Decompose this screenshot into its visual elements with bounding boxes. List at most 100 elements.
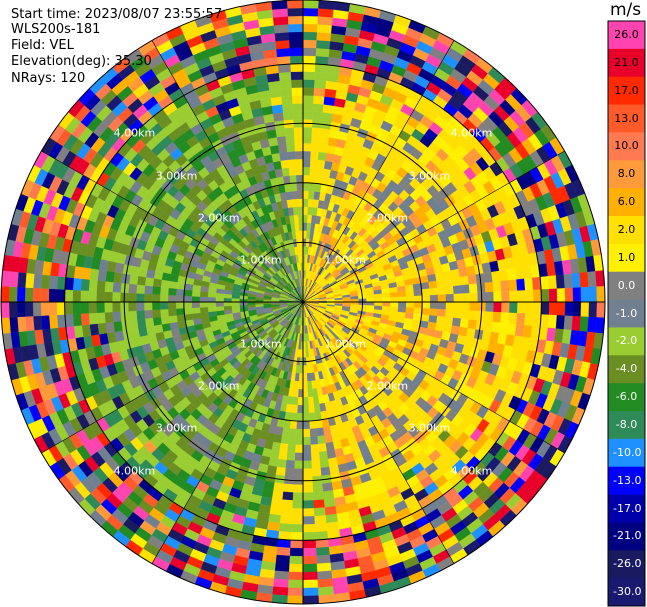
gate bbox=[302, 7, 319, 17]
gate bbox=[284, 467, 295, 477]
gate bbox=[413, 295, 423, 303]
gate bbox=[112, 291, 121, 303]
gate bbox=[271, 104, 284, 114]
gate bbox=[429, 287, 439, 296]
colorbar-bin bbox=[608, 299, 645, 328]
gate bbox=[318, 450, 329, 461]
gate bbox=[284, 183, 292, 193]
gate bbox=[500, 280, 510, 292]
field-text: Field: VEL bbox=[11, 38, 74, 53]
gate bbox=[302, 222, 308, 231]
gate bbox=[421, 308, 431, 316]
gate bbox=[302, 142, 312, 152]
gate bbox=[291, 79, 304, 88]
gate bbox=[314, 523, 328, 533]
gate bbox=[299, 365, 304, 374]
gate bbox=[302, 31, 318, 41]
gate bbox=[313, 403, 321, 413]
colorbar-bin bbox=[608, 550, 645, 579]
gate bbox=[317, 16, 334, 26]
gate bbox=[313, 507, 326, 517]
gate bbox=[501, 301, 510, 313]
gate bbox=[290, 71, 304, 80]
gate bbox=[276, 458, 287, 469]
gate bbox=[420, 281, 430, 290]
gate bbox=[302, 190, 309, 199]
gate bbox=[366, 301, 375, 306]
gate bbox=[269, 88, 282, 99]
gate bbox=[175, 301, 185, 309]
gate bbox=[314, 411, 322, 421]
gate bbox=[484, 281, 494, 293]
gate bbox=[311, 127, 322, 137]
colorbar-tick-label: -1.0 bbox=[615, 306, 638, 320]
gate bbox=[128, 274, 139, 285]
gate bbox=[314, 71, 328, 81]
gate bbox=[461, 293, 471, 303]
gate bbox=[274, 31, 290, 42]
colorbar-tick-label: 21.0 bbox=[614, 55, 639, 69]
gate bbox=[293, 214, 299, 224]
gate bbox=[445, 293, 455, 303]
gate bbox=[316, 39, 331, 50]
gate bbox=[0, 301, 10, 318]
gate bbox=[284, 127, 295, 137]
gate bbox=[302, 397, 309, 406]
gate bbox=[105, 321, 115, 334]
gate bbox=[291, 404, 298, 414]
gate bbox=[516, 278, 526, 291]
gate bbox=[24, 287, 34, 303]
gate bbox=[64, 301, 73, 315]
gate bbox=[437, 308, 447, 318]
gate bbox=[231, 298, 240, 303]
gate bbox=[311, 459, 321, 469]
gate bbox=[302, 452, 312, 462]
gate bbox=[308, 412, 316, 422]
gate bbox=[289, 55, 304, 65]
gate bbox=[325, 441, 335, 452]
colorbar-bin bbox=[608, 355, 645, 384]
gate bbox=[223, 305, 233, 311]
gate bbox=[104, 311, 114, 323]
gate bbox=[294, 444, 304, 454]
gate bbox=[128, 310, 138, 321]
gate bbox=[287, 0, 304, 9]
gate bbox=[40, 274, 51, 289]
gate bbox=[294, 150, 304, 160]
range-ring-label: 2.00km bbox=[197, 211, 240, 225]
range-ring-label: 4.00km bbox=[113, 126, 156, 140]
gate bbox=[421, 288, 431, 296]
gate bbox=[287, 436, 297, 446]
gate bbox=[467, 274, 478, 285]
range-ring-label: 2.00km bbox=[366, 379, 409, 393]
gate bbox=[421, 301, 431, 309]
gate bbox=[144, 285, 153, 295]
gate bbox=[580, 286, 590, 303]
gate bbox=[215, 297, 224, 303]
gate bbox=[397, 285, 406, 293]
gate bbox=[292, 95, 304, 104]
colorbar-bin bbox=[608, 104, 645, 133]
gate bbox=[493, 291, 502, 303]
gate bbox=[310, 143, 320, 152]
gate bbox=[16, 286, 26, 303]
gate bbox=[312, 111, 324, 121]
gate bbox=[302, 365, 307, 374]
gate bbox=[302, 158, 311, 168]
gate bbox=[207, 301, 216, 308]
colorbar-tick-label: 2.0 bbox=[617, 222, 636, 236]
gate bbox=[320, 466, 331, 477]
gate bbox=[525, 301, 534, 315]
colorbar-bin bbox=[608, 216, 645, 245]
gate bbox=[287, 151, 296, 160]
gate bbox=[48, 301, 58, 316]
gate bbox=[492, 311, 502, 323]
gate bbox=[281, 167, 290, 177]
gate bbox=[316, 435, 326, 445]
gate bbox=[282, 491, 294, 501]
gate bbox=[540, 288, 550, 303]
gate bbox=[16, 301, 26, 318]
colorbar-bin bbox=[608, 578, 645, 607]
gate bbox=[525, 289, 534, 303]
gate bbox=[278, 523, 292, 533]
